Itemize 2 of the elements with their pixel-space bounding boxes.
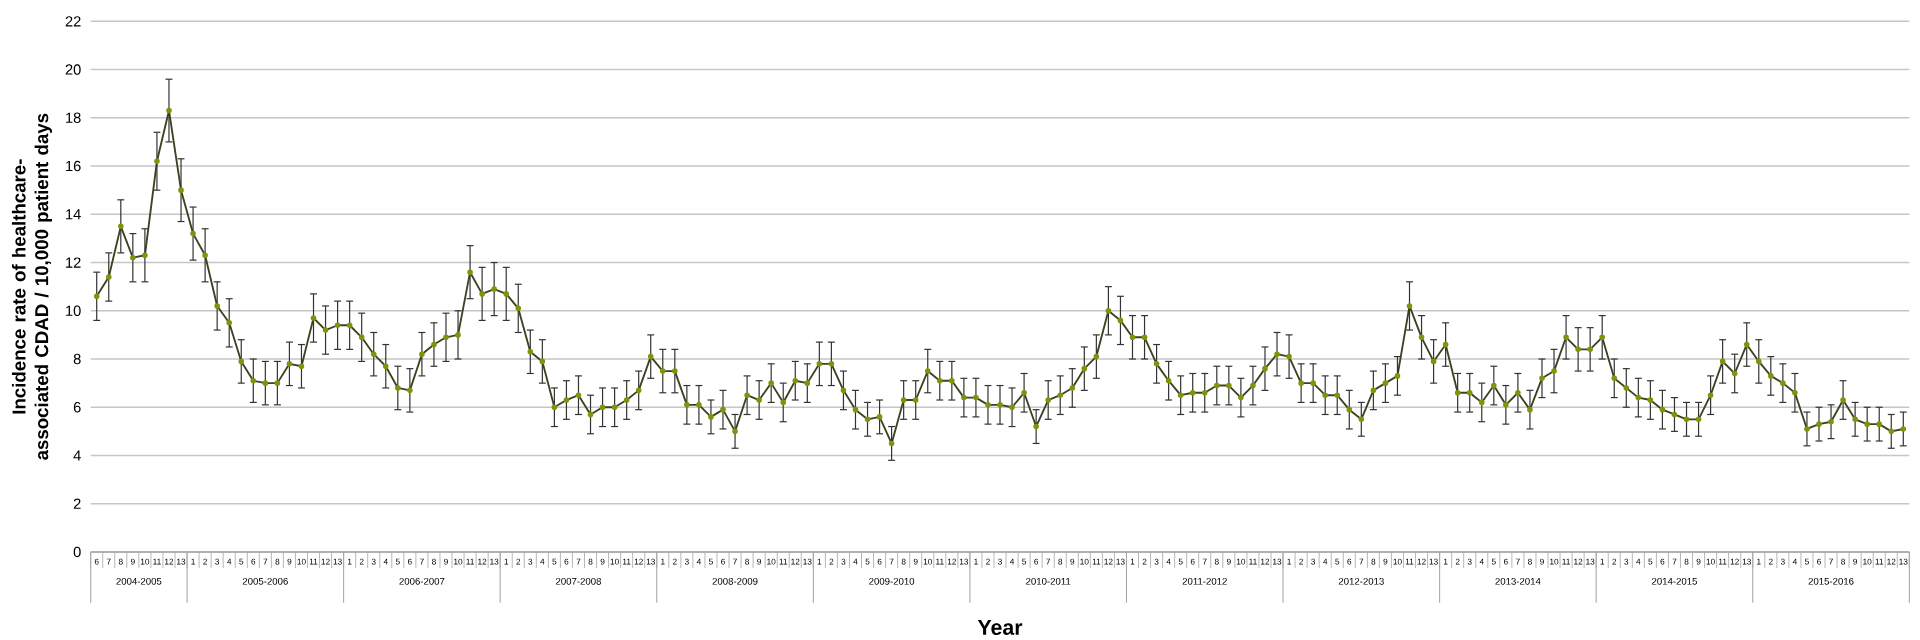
x-axis-title: Year	[977, 620, 1023, 635]
y-axis-title: Incidence rate of healthcare-associated CDAD / 10,000 patient days	[11, 113, 52, 460]
